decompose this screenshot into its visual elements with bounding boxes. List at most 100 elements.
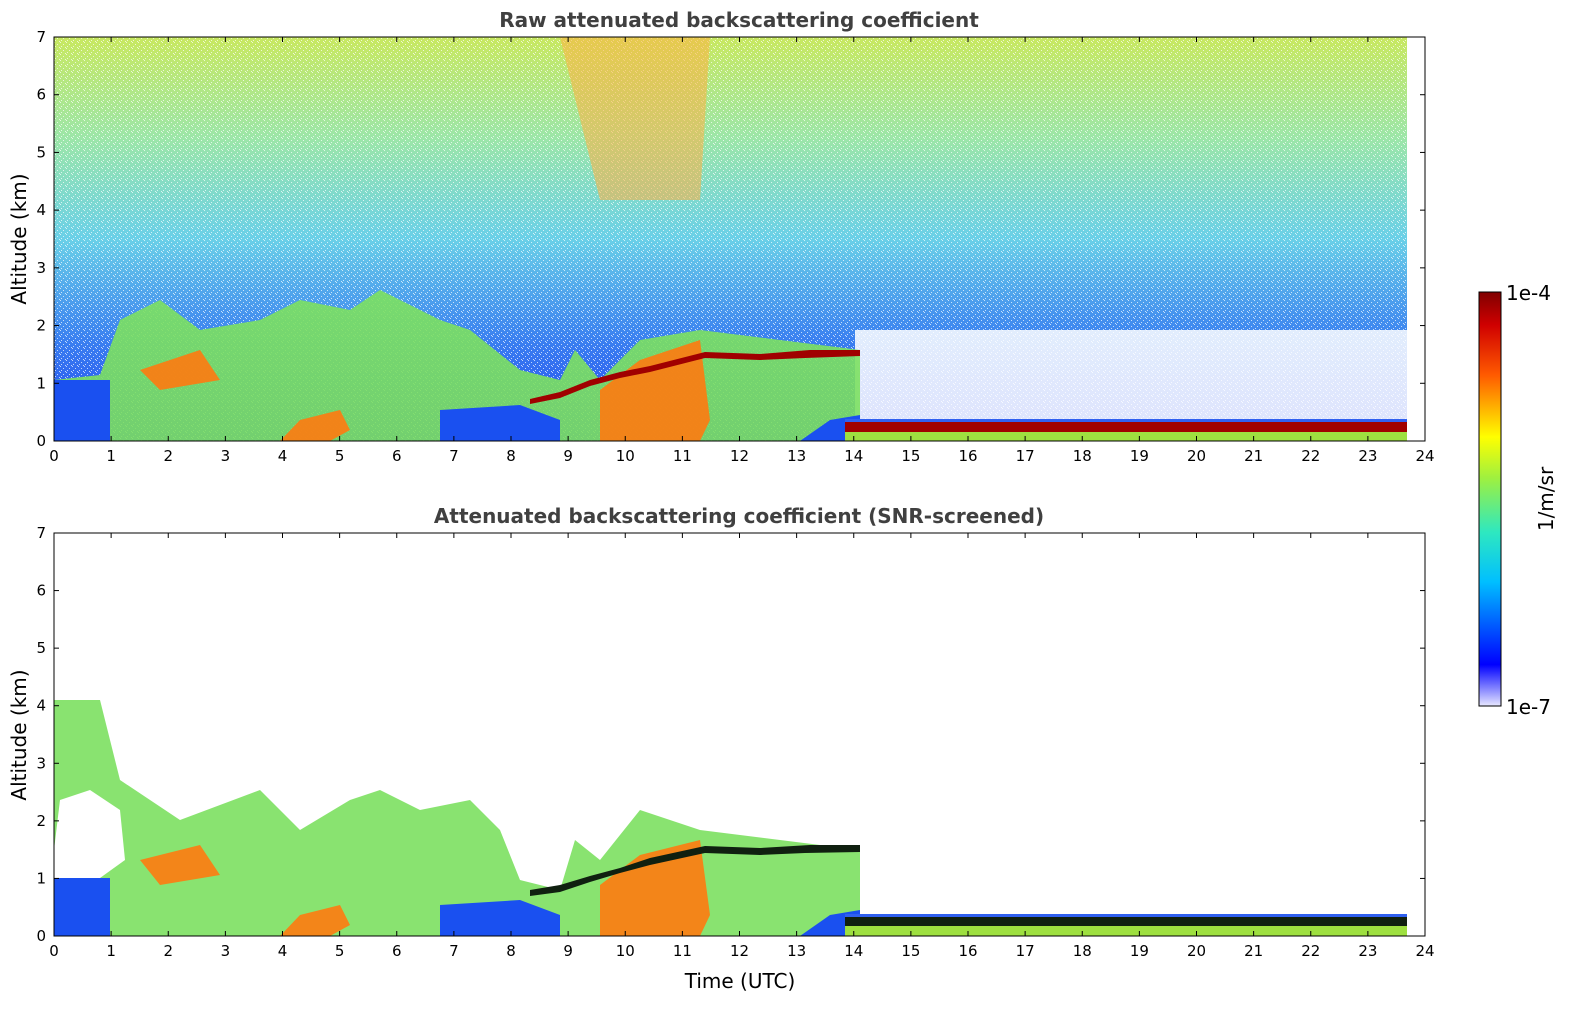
screened-x-tick-label: 12: [730, 942, 749, 960]
screened-x-tick-label: 8: [506, 942, 516, 960]
x-axis-label: Time (UTC): [684, 969, 796, 993]
screened-x-ticks: 0 1 2 3 4 5 6 7 8 9 10 11 12 13 14 15 16 17 18 19 20 21 22 23 24: [49, 533, 1435, 960]
raw-clear-region: [855, 330, 1407, 420]
screened-y-tick-label: 4: [36, 697, 46, 715]
raw-y-tick-label: 3: [36, 259, 46, 277]
screened-y-tick-label: 2: [36, 812, 46, 830]
raw-x-tick-label: 4: [278, 447, 288, 465]
raw-x-tick-label: 17: [1016, 447, 1035, 465]
screened-below-cloud: [845, 926, 1407, 936]
raw-x-tick-label: 12: [730, 447, 749, 465]
raw-x-tick-label: 7: [449, 447, 459, 465]
raw-no-data-region: [1407, 37, 1425, 441]
screened-x-tick-label: 19: [1130, 942, 1149, 960]
screened-y-tick-label: 5: [36, 639, 46, 657]
colorbar-min-label: 1e-7: [1506, 695, 1551, 719]
raw-x-tick-label: 5: [335, 447, 345, 465]
screened-x-tick-label: 17: [1016, 942, 1035, 960]
raw-y-tick-label: 0: [36, 432, 46, 450]
screened-x-tick-label: 1: [106, 942, 116, 960]
raw-x-tick-label: 21: [1244, 447, 1263, 465]
raw-x-tick-label: 24: [1415, 447, 1434, 465]
screened-x-tick-label: 16: [958, 942, 977, 960]
screened-y-tick-label: 7: [36, 524, 46, 542]
raw-y-tick-label: 6: [36, 86, 46, 104]
screened-backscatter-panel: Attenuated backscattering coefficient (S…: [7, 504, 1435, 993]
screened-x-tick-label: 2: [163, 942, 173, 960]
raw-cloud-layer-low-base: [845, 419, 1407, 422]
screened-x-tick-label: 14: [844, 942, 863, 960]
screened-x-tick-label: 20: [1187, 942, 1206, 960]
screened-cloud-layer-low: [845, 917, 1407, 926]
colorbar-max-label: 1e-4: [1506, 281, 1551, 305]
raw-x-tick-label: 6: [392, 447, 402, 465]
screened-y-tick-label: 1: [36, 869, 46, 887]
raw-x-tick-label: 10: [616, 447, 635, 465]
raw-y-axis-label: Altitude (km): [7, 173, 31, 304]
raw-x-tick-label: 19: [1130, 447, 1149, 465]
screened-clear-hole: [54, 790, 125, 878]
raw-below-cloud: [845, 432, 1407, 441]
raw-x-tick-label: 2: [163, 447, 173, 465]
screened-x-tick-label: 22: [1301, 942, 1320, 960]
screened-x-tick-label: 4: [278, 942, 288, 960]
raw-x-tick-label: 16: [958, 447, 977, 465]
raw-heatmap: [54, 37, 1425, 441]
raw-x-tick-label: 18: [1073, 447, 1092, 465]
screened-x-tick-label: 11: [673, 942, 692, 960]
raw-x-tick-label: 13: [787, 447, 806, 465]
screened-panel-title: Attenuated backscattering coefficient (S…: [434, 504, 1044, 528]
raw-y-tick-label: 5: [36, 143, 46, 161]
raw-x-tick-label: 20: [1187, 447, 1206, 465]
screened-x-tick-label: 15: [901, 942, 920, 960]
screened-heatmap: [54, 700, 1407, 936]
raw-cloud-layer-elevated: [530, 350, 860, 404]
screened-x-tick-label: 9: [563, 942, 573, 960]
raw-x-tick-label: 15: [901, 447, 920, 465]
screened-y-axis-label: Altitude (km): [7, 669, 31, 800]
colorbar-gradient: [1478, 291, 1502, 707]
raw-blue-lower-layer: [54, 380, 860, 441]
raw-y-tick-label: 1: [36, 374, 46, 392]
screened-blue-lower-layer: [54, 878, 860, 936]
raw-panel-title: Raw attenuated backscattering coefficien…: [499, 8, 979, 32]
screened-y-tick-label: 0: [36, 927, 46, 945]
screened-x-tick-label: 6: [392, 942, 402, 960]
screened-x-tick-label: 3: [221, 942, 231, 960]
screened-cloud-layer-elevated: [530, 845, 860, 896]
raw-x-tick-label: 14: [844, 447, 863, 465]
screened-x-tick-label: 5: [335, 942, 345, 960]
screened-y-tick-label: 3: [36, 754, 46, 772]
screened-x-tick-label: 23: [1358, 942, 1377, 960]
raw-x-tick-label: 9: [563, 447, 573, 465]
screened-x-tick-label: 7: [449, 942, 459, 960]
raw-x-ticks: 0 1 2 3 4 5 6 7 8 9 10 11 12 13 14 15 16 17 18 19 20 21 22 23 24: [49, 37, 1435, 465]
raw-y-tick-label: 7: [36, 28, 46, 46]
raw-y-tick-label: 2: [36, 317, 46, 335]
screened-x-tick-label: 10: [616, 942, 635, 960]
colorbar: 1e-4 1e-7 1/m/sr: [1478, 281, 1558, 719]
raw-x-tick-label: 22: [1301, 447, 1320, 465]
raw-x-tick-label: 8: [506, 447, 516, 465]
raw-y-tick-label: 4: [36, 201, 46, 219]
colorbar-units-label: 1/m/sr: [1534, 466, 1558, 531]
screened-boundary-layer: [54, 700, 860, 936]
raw-x-tick-label: 23: [1358, 447, 1377, 465]
screened-cloud-layer-low-base: [845, 914, 1407, 917]
screened-x-tick-label: 13: [787, 942, 806, 960]
screened-x-tick-label: 18: [1073, 942, 1092, 960]
raw-x-tick-label: 3: [221, 447, 231, 465]
screened-y-tick-label: 6: [36, 582, 46, 600]
screened-warm-core: [140, 840, 710, 936]
screened-x-tick-label: 0: [49, 942, 59, 960]
screened-x-tick-label: 24: [1415, 942, 1434, 960]
raw-upper-warm-noise: [560, 37, 710, 200]
raw-x-tick-label: 1: [106, 447, 116, 465]
raw-x-tick-label: 0: [49, 447, 59, 465]
raw-x-tick-label: 11: [673, 447, 692, 465]
raw-cloud-layer-low: [845, 422, 1407, 432]
raw-y-ticks: 0 1 2 3 4 5 6 7: [36, 28, 1425, 450]
screened-y-ticks: 0 1 2 3 4 5 6 7: [36, 524, 1425, 945]
raw-warm-core: [140, 340, 710, 441]
